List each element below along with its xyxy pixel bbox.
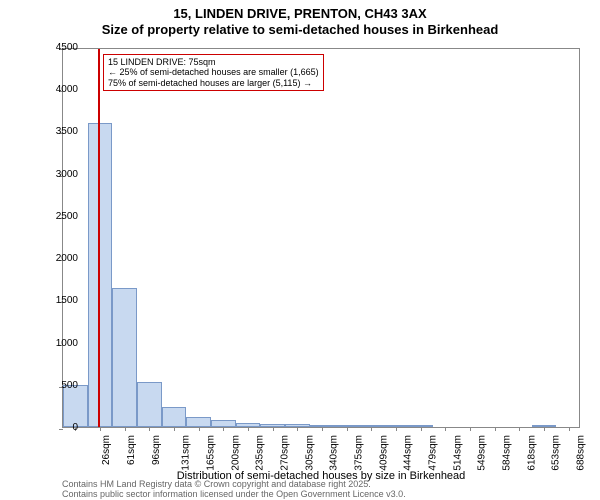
y-tick-label: 2500 <box>38 211 78 222</box>
x-tick-label: 375sqm <box>354 435 365 471</box>
x-tick-label: 514sqm <box>452 435 463 471</box>
info-box-line: 15 LINDEN DRIVE: 75sqm <box>108 57 319 67</box>
x-tick-label: 340sqm <box>329 435 340 471</box>
info-box-line: ← 25% of semi-detached houses are smalle… <box>108 67 319 77</box>
property-info-box: 15 LINDEN DRIVE: 75sqm← 25% of semi-deta… <box>103 54 324 91</box>
x-tick-mark <box>223 427 224 431</box>
histogram-bar <box>88 123 113 427</box>
x-tick-label: 479sqm <box>428 435 439 471</box>
x-tick-mark <box>445 427 446 431</box>
y-tick-label: 3000 <box>38 169 78 180</box>
histogram-chart: 15, LINDEN DRIVE, PRENTON, CH43 3AX Size… <box>0 0 600 500</box>
x-tick-mark <box>396 427 397 431</box>
histogram-bar <box>162 407 187 427</box>
x-tick-mark <box>544 427 545 431</box>
y-tick-label: 500 <box>38 380 78 391</box>
x-tick-label: 235sqm <box>255 435 266 471</box>
x-tick-mark <box>125 427 126 431</box>
x-tick-mark <box>322 427 323 431</box>
histogram-bar <box>186 417 211 427</box>
x-tick-mark <box>371 427 372 431</box>
x-tick-mark <box>248 427 249 431</box>
x-tick-label: 165sqm <box>206 435 217 471</box>
chart-title-sub: Size of property relative to semi-detach… <box>0 22 600 37</box>
y-tick-label: 2000 <box>38 253 78 264</box>
x-tick-label: 61sqm <box>126 435 137 465</box>
x-tick-mark <box>297 427 298 431</box>
chart-footer: Contains HM Land Registry data © Crown c… <box>62 480 580 500</box>
x-tick-mark <box>421 427 422 431</box>
x-tick-label: 270sqm <box>280 435 291 471</box>
x-tick-mark <box>174 427 175 431</box>
x-tick-mark <box>347 427 348 431</box>
x-tick-label: 131sqm <box>181 435 192 471</box>
histogram-bar <box>211 420 236 427</box>
info-box-line: 75% of semi-detached houses are larger (… <box>108 78 319 88</box>
x-tick-mark <box>470 427 471 431</box>
x-tick-label: 200sqm <box>230 435 241 471</box>
histogram-bar <box>63 385 88 427</box>
histogram-bar <box>137 382 162 427</box>
y-tick-label: 1000 <box>38 338 78 349</box>
x-tick-mark <box>149 427 150 431</box>
x-tick-label: 618sqm <box>526 435 537 471</box>
x-tick-mark <box>569 427 570 431</box>
x-tick-mark <box>199 427 200 431</box>
y-tick-label: 4000 <box>38 84 78 95</box>
x-tick-label: 584sqm <box>502 435 513 471</box>
x-tick-label: 653sqm <box>551 435 562 471</box>
x-tick-mark <box>519 427 520 431</box>
plot-area: 15 LINDEN DRIVE: 75sqm← 25% of semi-deta… <box>62 48 580 428</box>
x-tick-label: 305sqm <box>304 435 315 471</box>
y-tick-label: 3500 <box>38 126 78 137</box>
x-tick-mark <box>273 427 274 431</box>
x-tick-label: 549sqm <box>477 435 488 471</box>
x-tick-mark <box>495 427 496 431</box>
property-marker-line <box>98 49 100 427</box>
x-tick-label: 688sqm <box>576 435 587 471</box>
x-tick-label: 409sqm <box>378 435 389 471</box>
histogram-bar <box>112 288 137 427</box>
chart-title-main: 15, LINDEN DRIVE, PRENTON, CH43 3AX <box>0 6 600 21</box>
x-tick-mark <box>100 427 101 431</box>
x-tick-label: 96sqm <box>151 435 162 465</box>
x-tick-label: 26sqm <box>101 435 112 465</box>
x-tick-label: 444sqm <box>403 435 414 471</box>
y-tick-label: 1500 <box>38 295 78 306</box>
footer-line-2: Contains public sector information licen… <box>62 490 580 500</box>
y-tick-label: 0 <box>38 422 78 433</box>
y-tick-label: 4500 <box>38 42 78 53</box>
